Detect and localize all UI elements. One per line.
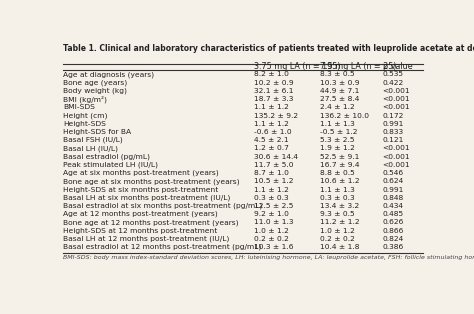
Text: 2.4 ± 1.2: 2.4 ± 1.2 [320, 104, 355, 110]
Text: Peak stimulated LH (IU/L): Peak stimulated LH (IU/L) [63, 162, 158, 168]
Text: 1.0 ± 1.2: 1.0 ± 1.2 [320, 228, 355, 234]
Text: 13.4 ± 3.2: 13.4 ± 3.2 [320, 203, 359, 209]
Text: 0.434: 0.434 [383, 203, 403, 209]
Text: 9.2 ± 1.0: 9.2 ± 1.0 [254, 211, 289, 217]
Text: <0.001: <0.001 [383, 154, 410, 160]
Text: 135.2 ± 9.2: 135.2 ± 9.2 [254, 112, 298, 118]
Text: 0.991: 0.991 [383, 121, 404, 127]
Text: 44.9 ± 7.1: 44.9 ± 7.1 [320, 88, 359, 94]
Text: 0.121: 0.121 [383, 137, 404, 143]
Text: 1.2 ± 0.7: 1.2 ± 0.7 [254, 145, 289, 151]
Text: Bone age at six months post-treatment (years): Bone age at six months post-treatment (y… [63, 178, 239, 185]
Text: 10.3 ± 0.9: 10.3 ± 0.9 [320, 80, 360, 86]
Text: 3.75 mg LA (n = 195): 3.75 mg LA (n = 195) [254, 62, 340, 71]
Text: Age at diagnosis (years): Age at diagnosis (years) [63, 71, 154, 78]
Text: 0.848: 0.848 [383, 195, 404, 201]
Text: <0.001: <0.001 [383, 104, 410, 110]
Text: Bone age at 12 months post-treatment (years): Bone age at 12 months post-treatment (ye… [63, 219, 238, 226]
Text: 12.5 ± 2.5: 12.5 ± 2.5 [254, 203, 293, 209]
Text: 0.535: 0.535 [383, 71, 403, 78]
Text: BMI (kg/m²): BMI (kg/m²) [63, 95, 107, 103]
Text: <0.001: <0.001 [383, 88, 410, 94]
Text: p value: p value [383, 62, 412, 71]
Text: <0.001: <0.001 [383, 162, 410, 168]
Text: Basal estradiol at 12 months post-treatment (pg/mL): Basal estradiol at 12 months post-treatm… [63, 244, 261, 250]
Text: 10.2 ± 0.9: 10.2 ± 0.9 [254, 80, 293, 86]
Text: 11.2 ± 1.2: 11.2 ± 1.2 [320, 219, 360, 225]
Text: 0.991: 0.991 [383, 187, 404, 192]
Text: Body weight (kg): Body weight (kg) [63, 88, 127, 94]
Text: Height (cm): Height (cm) [63, 112, 108, 119]
Text: Basal LH (IU/L): Basal LH (IU/L) [63, 145, 118, 152]
Text: 9.3 ± 0.5: 9.3 ± 0.5 [320, 211, 355, 217]
Text: 0.2 ± 0.2: 0.2 ± 0.2 [320, 236, 355, 242]
Text: 1.1 ± 1.2: 1.1 ± 1.2 [254, 187, 289, 192]
Text: 0.626: 0.626 [383, 219, 404, 225]
Text: Height-SDS at 12 months post-treatment: Height-SDS at 12 months post-treatment [63, 228, 217, 234]
Text: 11.7 ± 5.0: 11.7 ± 5.0 [254, 162, 293, 168]
Text: Basal LH at six months post-treatment (IU/L): Basal LH at six months post-treatment (I… [63, 194, 230, 201]
Text: 8.8 ± 0.5: 8.8 ± 0.5 [320, 170, 355, 176]
Text: Basal LH at 12 months post-treatment (IU/L): Basal LH at 12 months post-treatment (IU… [63, 236, 229, 242]
Text: 27.5 ± 8.4: 27.5 ± 8.4 [320, 96, 359, 102]
Text: Age at six months post-treatment (years): Age at six months post-treatment (years) [63, 170, 219, 176]
Text: -0.6 ± 1.0: -0.6 ± 1.0 [254, 129, 292, 135]
Text: 30.6 ± 14.4: 30.6 ± 14.4 [254, 154, 298, 160]
Text: 1.1 ± 1.2: 1.1 ± 1.2 [254, 121, 289, 127]
Text: Basal estradiol at six months post-treatment (pg/mL): Basal estradiol at six months post-treat… [63, 203, 262, 209]
Text: 0.546: 0.546 [383, 170, 404, 176]
Text: 10.3 ± 1.6: 10.3 ± 1.6 [254, 244, 293, 250]
Text: 0.485: 0.485 [383, 211, 404, 217]
Text: Basal estradiol (pg/mL): Basal estradiol (pg/mL) [63, 153, 150, 160]
Text: 0.824: 0.824 [383, 236, 404, 242]
Text: 1.1 ± 1.2: 1.1 ± 1.2 [254, 104, 289, 110]
Text: 10.4 ± 1.8: 10.4 ± 1.8 [320, 244, 360, 250]
Text: 16.7 ± 9.4: 16.7 ± 9.4 [320, 162, 360, 168]
Text: 8.3 ± 0.5: 8.3 ± 0.5 [320, 71, 355, 78]
Text: 0.422: 0.422 [383, 80, 404, 86]
Text: 52.5 ± 9.1: 52.5 ± 9.1 [320, 154, 359, 160]
Text: 1.9 ± 1.2: 1.9 ± 1.2 [320, 145, 355, 151]
Text: Height-SDS: Height-SDS [63, 121, 106, 127]
Text: 10.5 ± 1.2: 10.5 ± 1.2 [254, 178, 293, 184]
Text: 7.5 mg LA (n = 25): 7.5 mg LA (n = 25) [320, 62, 397, 71]
Text: <0.001: <0.001 [383, 145, 410, 151]
Text: 0.3 ± 0.3: 0.3 ± 0.3 [320, 195, 355, 201]
Text: 32.1 ± 6.1: 32.1 ± 6.1 [254, 88, 293, 94]
Text: 0.866: 0.866 [383, 228, 404, 234]
Text: <0.001: <0.001 [383, 96, 410, 102]
Text: 1.1 ± 1.3: 1.1 ± 1.3 [320, 187, 355, 192]
Text: 8.7 ± 1.0: 8.7 ± 1.0 [254, 170, 289, 176]
Text: 0.2 ± 0.2: 0.2 ± 0.2 [254, 236, 289, 242]
Text: 8.2 ± 1.0: 8.2 ± 1.0 [254, 71, 289, 78]
Text: 0.3 ± 0.3: 0.3 ± 0.3 [254, 195, 289, 201]
Text: 11.0 ± 1.3: 11.0 ± 1.3 [254, 219, 293, 225]
Text: BMI-SDS: BMI-SDS [63, 104, 95, 110]
Text: 1.0 ± 1.2: 1.0 ± 1.2 [254, 228, 289, 234]
Text: 1.1 ± 1.3: 1.1 ± 1.3 [320, 121, 355, 127]
Text: Age at 12 months post-treatment (years): Age at 12 months post-treatment (years) [63, 211, 218, 217]
Text: BMI-SDS: body mass index-standard deviation scores, LH: luteinising hormone, LA:: BMI-SDS: body mass index-standard deviat… [63, 255, 474, 260]
Text: Basal FSH (IU/L): Basal FSH (IU/L) [63, 137, 123, 143]
Text: 0.833: 0.833 [383, 129, 404, 135]
Text: 4.5 ± 2.1: 4.5 ± 2.1 [254, 137, 289, 143]
Text: 0.386: 0.386 [383, 244, 404, 250]
Text: Table 1. Clinical and laboratory characteristics of patients treated with leupro: Table 1. Clinical and laboratory charact… [63, 44, 474, 53]
Text: 18.7 ± 3.3: 18.7 ± 3.3 [254, 96, 293, 102]
Text: Height-SDS at six months post-treatment: Height-SDS at six months post-treatment [63, 187, 218, 192]
Text: 136.2 ± 10.0: 136.2 ± 10.0 [320, 112, 369, 118]
Text: -0.5 ± 1.2: -0.5 ± 1.2 [320, 129, 357, 135]
Text: 10.6 ± 1.2: 10.6 ± 1.2 [320, 178, 360, 184]
Text: 0.624: 0.624 [383, 178, 404, 184]
Text: 5.3 ± 2.5: 5.3 ± 2.5 [320, 137, 355, 143]
Text: Bone age (years): Bone age (years) [63, 79, 127, 86]
Text: Height-SDS for BA: Height-SDS for BA [63, 129, 131, 135]
Text: 0.172: 0.172 [383, 112, 404, 118]
